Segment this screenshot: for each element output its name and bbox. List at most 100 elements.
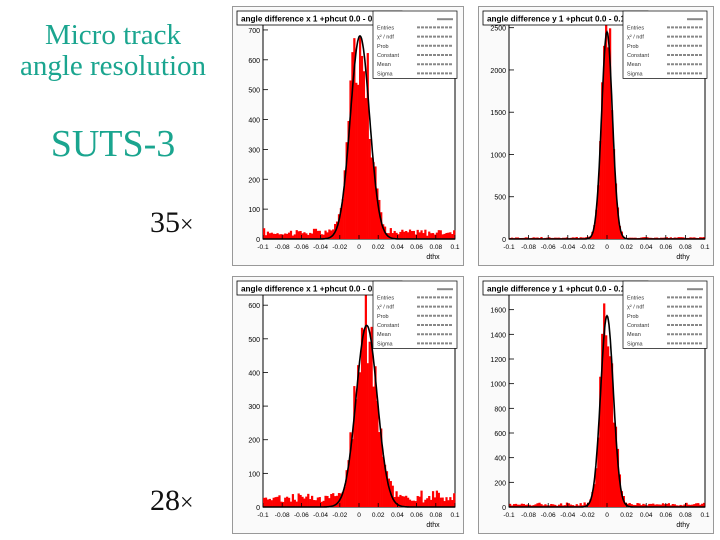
- y-tick-label: 200: [248, 438, 260, 445]
- histogram-bar: [665, 503, 669, 507]
- y-tick-label: 400: [494, 456, 506, 463]
- histogram-bar: [407, 497, 410, 507]
- histogram-bar: [343, 170, 346, 239]
- x-tick-label: 0.08: [679, 244, 692, 251]
- histogram-bar: [391, 485, 394, 507]
- histogram-bar: [303, 498, 306, 507]
- histogram-bar: [383, 464, 387, 507]
- histogram-bar: [370, 326, 373, 507]
- histogram-bar: [683, 504, 686, 507]
- histogram-bar: [311, 495, 314, 507]
- stats-key: Prob: [377, 44, 389, 50]
- histogram-bar: [291, 494, 295, 507]
- stats-key: Mean: [627, 332, 641, 338]
- histogram-bar: [372, 162, 375, 239]
- x-tick-label: -0.08: [521, 512, 536, 519]
- histogram-bar: [353, 38, 356, 239]
- histogram-bar: [309, 232, 312, 239]
- x-tick-label: 0.04: [640, 512, 653, 519]
- histogram-bar: [620, 491, 623, 507]
- stats-key: Entries: [627, 25, 644, 31]
- histogram-bar: [286, 496, 289, 507]
- histogram-bar: [403, 496, 406, 507]
- magnification-value: 35: [150, 206, 180, 239]
- y-tick-label: 800: [494, 406, 506, 413]
- histogram-bar: [569, 504, 573, 507]
- histogram-bar: [416, 229, 419, 239]
- x-tick-label: -0.1: [257, 244, 269, 251]
- histogram-bar: [558, 504, 561, 507]
- y-tick-label: 2500: [490, 26, 506, 33]
- histogram-bar: [603, 303, 606, 507]
- histogram-bar: [324, 230, 327, 239]
- histogram-bar: [601, 82, 604, 240]
- histogram-bar: [601, 333, 604, 507]
- stats-key: χ² / ndf: [627, 35, 644, 41]
- histogram-bar: [675, 505, 678, 507]
- histogram-bar: [520, 503, 524, 507]
- histogram-bar: [646, 237, 649, 239]
- histogram-bar: [634, 504, 637, 507]
- y-tick-label: 200: [248, 177, 260, 184]
- histogram-bar: [597, 185, 600, 239]
- histogram-bar: [385, 471, 389, 507]
- histogram-bar: [607, 47, 610, 239]
- histogram-bar: [687, 504, 690, 507]
- histogram-bar: [703, 237, 706, 239]
- histogram-bar: [291, 235, 295, 239]
- y-tick-label: 100: [248, 207, 260, 214]
- magnification-35: 35×: [150, 206, 194, 240]
- y-tick-label: 200: [494, 480, 506, 487]
- x-tick-label: -0.06: [294, 244, 309, 251]
- stats-key: Sigma: [627, 71, 644, 77]
- stats-key: Sigma: [377, 71, 394, 77]
- histogram-bar: [616, 207, 620, 239]
- histogram-bar: [353, 386, 356, 507]
- histogram-bar: [441, 497, 444, 507]
- histogram-bar: [366, 53, 369, 239]
- histogram-bar: [671, 504, 674, 507]
- stats-key: Prob: [377, 314, 389, 320]
- histogram-bar: [328, 498, 331, 507]
- histogram-bar: [431, 491, 435, 507]
- histogram-bar: [512, 504, 516, 507]
- y-tick-label: 2000: [490, 68, 506, 75]
- histogram-bar: [550, 503, 553, 507]
- histogram-bar: [382, 224, 385, 239]
- histogram-bar: [380, 212, 383, 239]
- histogram-bar: [370, 157, 373, 239]
- histogram-bar: [282, 501, 285, 507]
- x-tick-label: -0.08: [275, 512, 290, 519]
- histogram-bar: [341, 199, 344, 239]
- histogram-bar: [453, 493, 456, 507]
- histogram-bar: [656, 504, 659, 507]
- x-axis-label: dthx: [426, 254, 440, 261]
- x-tick-label: -0.04: [560, 512, 575, 519]
- histogram-bar: [318, 497, 321, 507]
- histogram-bar: [424, 499, 427, 507]
- histogram-bar: [359, 37, 362, 239]
- y-tick-label: 700: [248, 28, 260, 35]
- y-tick-label: 300: [248, 404, 260, 411]
- x-tick-label: 0.02: [620, 512, 633, 519]
- histogram-bar: [516, 504, 520, 507]
- histogram-bar: [378, 199, 381, 239]
- y-tick-label: 1400: [490, 332, 506, 339]
- x-tick-label: 0.1: [450, 512, 459, 519]
- histogram-bar: [355, 82, 358, 239]
- histogram-bar: [378, 432, 381, 507]
- slide-title: Micro track angle resolution: [0, 20, 226, 82]
- stats-key: Mean: [377, 62, 391, 68]
- histogram-bar: [393, 230, 396, 239]
- histogram-bar: [305, 233, 308, 239]
- histogram-bar: [349, 80, 352, 239]
- histogram-bar: [524, 504, 527, 507]
- histogram-bar: [326, 232, 329, 239]
- x-axis-label: dthx: [426, 522, 440, 529]
- histogram-bar: [366, 363, 369, 507]
- histogram-bar: [437, 492, 440, 507]
- histogram-bar: [359, 372, 362, 507]
- histogram-bar: [554, 504, 557, 507]
